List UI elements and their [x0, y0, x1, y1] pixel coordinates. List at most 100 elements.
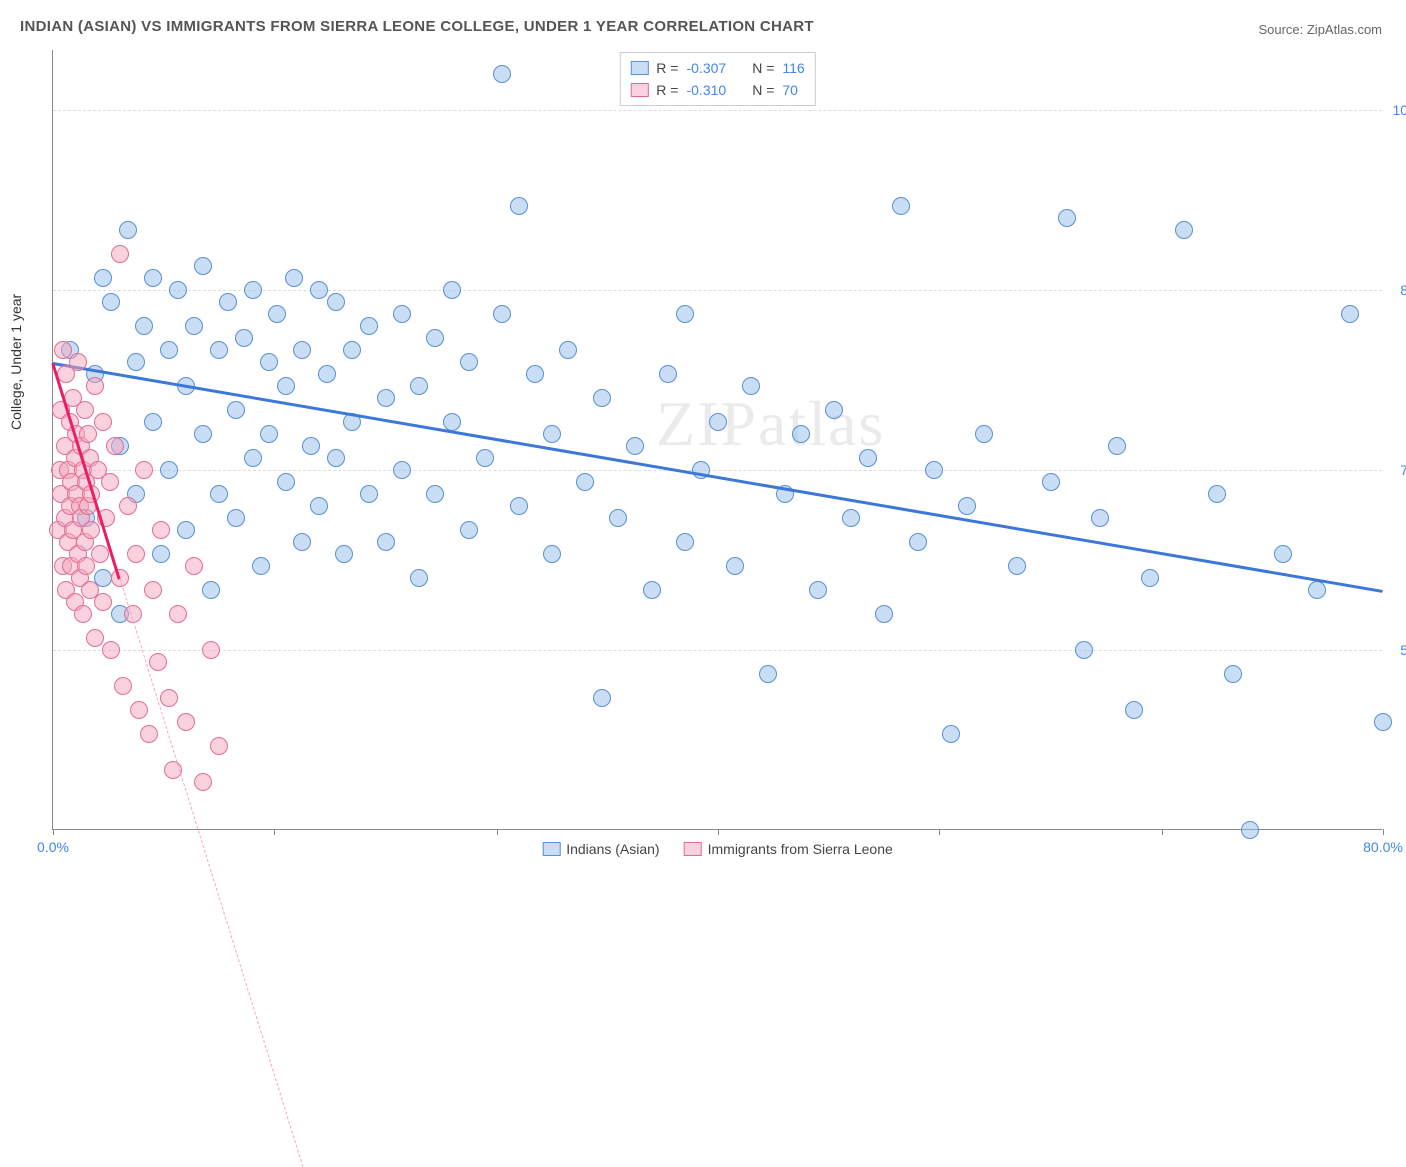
data-point [210, 485, 228, 503]
data-point [102, 641, 120, 659]
data-point [709, 413, 727, 431]
data-point [543, 545, 561, 563]
data-point [185, 557, 203, 575]
data-point [327, 293, 345, 311]
data-point [202, 581, 220, 599]
data-point [1141, 569, 1159, 587]
data-point [244, 449, 262, 467]
data-point [194, 425, 212, 443]
data-point [958, 497, 976, 515]
legend-item: Immigrants from Sierra Leone [684, 841, 893, 857]
data-point [244, 281, 262, 299]
data-point [726, 557, 744, 575]
data-point [460, 521, 478, 539]
data-point [202, 641, 220, 659]
data-point [1208, 485, 1226, 503]
data-point [593, 389, 611, 407]
data-point [510, 497, 528, 515]
data-point [177, 713, 195, 731]
data-point [825, 401, 843, 419]
data-point [643, 581, 661, 599]
data-point [130, 701, 148, 719]
data-point [210, 737, 228, 755]
r-label: R = [656, 79, 678, 101]
data-point [859, 449, 877, 467]
data-point [82, 521, 100, 539]
data-point [94, 413, 112, 431]
data-point [759, 665, 777, 683]
data-point [875, 605, 893, 623]
data-point [892, 197, 910, 215]
data-point [593, 689, 611, 707]
data-point [91, 545, 109, 563]
legend-swatch [630, 83, 648, 97]
data-point [127, 545, 145, 563]
data-point [149, 653, 167, 671]
watermark: ZIPatlas [656, 387, 885, 461]
data-point [277, 473, 295, 491]
source-attribution: Source: ZipAtlas.com [1258, 22, 1382, 37]
gridline-h [53, 110, 1382, 111]
data-point [1175, 221, 1193, 239]
data-point [909, 533, 927, 551]
x-tick-label: 80.0% [1363, 839, 1403, 855]
data-point [111, 245, 129, 263]
data-point [169, 281, 187, 299]
data-point [327, 449, 345, 467]
data-point [94, 593, 112, 611]
legend-label: Immigrants from Sierra Leone [708, 841, 893, 857]
data-point [1274, 545, 1292, 563]
legend-swatch [542, 842, 560, 856]
data-point [227, 509, 245, 527]
legend-swatch [630, 61, 648, 75]
data-point [252, 557, 270, 575]
data-point [975, 425, 993, 443]
data-point [102, 293, 120, 311]
data-point [842, 509, 860, 527]
x-tick [718, 829, 719, 835]
data-point [443, 281, 461, 299]
data-point [343, 341, 361, 359]
r-label: R = [656, 57, 678, 79]
data-point [177, 521, 195, 539]
x-tick [939, 829, 940, 835]
r-value: -0.307 [686, 57, 726, 79]
gridline-h [53, 650, 1382, 651]
data-point [114, 677, 132, 695]
data-point [194, 257, 212, 275]
trend-line [53, 362, 1383, 592]
data-point [1241, 821, 1259, 839]
data-point [310, 281, 328, 299]
data-point [302, 437, 320, 455]
data-point [185, 317, 203, 335]
data-point [194, 773, 212, 791]
data-point [160, 461, 178, 479]
n-label: N = [752, 57, 774, 79]
data-point [152, 521, 170, 539]
data-point [1308, 581, 1326, 599]
data-point [377, 533, 395, 551]
data-point [493, 65, 511, 83]
data-point [219, 293, 237, 311]
data-point [268, 305, 286, 323]
data-point [626, 437, 644, 455]
gridline-h [53, 470, 1382, 471]
data-point [1042, 473, 1060, 491]
legend-item: Indians (Asian) [542, 841, 659, 857]
data-point [925, 461, 943, 479]
data-point [393, 461, 411, 479]
data-point [476, 449, 494, 467]
y-tick-label: 70.0% [1400, 462, 1406, 478]
data-point [119, 221, 137, 239]
data-point [659, 365, 677, 383]
x-tick [53, 829, 54, 835]
data-point [86, 629, 104, 647]
data-point [76, 401, 94, 419]
data-point [135, 317, 153, 335]
data-point [74, 605, 92, 623]
data-point [676, 533, 694, 551]
stats-row: R =-0.310N =70 [630, 79, 804, 101]
data-point [410, 377, 428, 395]
data-point [119, 497, 137, 515]
data-point [493, 305, 511, 323]
